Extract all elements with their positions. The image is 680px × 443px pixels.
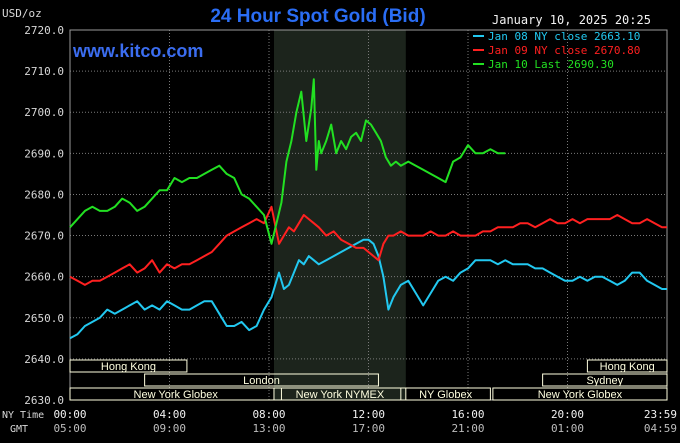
legend-entry: Jan 08 NY close 2663.10: [488, 30, 640, 43]
session-label: NY Globex: [419, 389, 472, 401]
session-label: Hong Kong: [101, 361, 156, 373]
session-bar: [144, 373, 379, 387]
x-tick-label-ny: 12:00: [352, 408, 385, 421]
session-bar: [69, 359, 188, 373]
x-tick-label-ny: 08:00: [252, 408, 285, 421]
x-tick-label-ny: 04:00: [153, 408, 186, 421]
x-tick-label-gmt: 01:00: [551, 422, 584, 435]
x-tick-label-gmt: 13:00: [252, 422, 285, 435]
legend-entry: Jan 10 Last 2690.30: [488, 58, 614, 71]
price-series: [69, 78, 667, 340]
session-label: Hong Kong: [600, 361, 655, 373]
x-tick-label-gmt: 21:00: [451, 422, 484, 435]
legend-entry: Jan 09 NY close 2670.80: [488, 44, 640, 57]
unit-label: USD/oz: [2, 7, 42, 20]
y-tick-label: 2690.0: [24, 147, 64, 160]
chart-title: 24 Hour Spot Gold (Bid): [210, 6, 425, 27]
session-bar: [400, 387, 491, 401]
x-tick-label-ny: 20:00: [551, 408, 584, 421]
series-line-1: [69, 238, 667, 340]
y-tick-label: 2710.0: [24, 65, 64, 78]
y-tick-label: 2700.0: [24, 106, 64, 119]
y-tick-label: 2630.0: [24, 394, 64, 407]
datetime-label: January 10, 2025 20:25: [492, 13, 651, 27]
nymex-session-shade: [273, 30, 406, 400]
session-label: London: [243, 375, 280, 387]
x-tick-label-gmt: 17:00: [352, 422, 385, 435]
y-tick-label: 2720.0: [24, 24, 64, 37]
session-bar: [542, 373, 668, 387]
x-tick-label-gmt: 05:00: [53, 422, 86, 435]
x-tick-label-ny: 16:00: [451, 408, 484, 421]
session-label: New York Globex: [134, 389, 219, 401]
x-tick-label-gmt: 04:59: [644, 422, 677, 435]
y-tick-label: 2680.0: [24, 188, 64, 201]
session-bar: [69, 387, 282, 401]
y-tick-label: 2650.0: [24, 312, 64, 325]
y-tick-label: 2640.0: [24, 353, 64, 366]
x-tick-label-gmt: 09:00: [153, 422, 186, 435]
session-bar: [586, 359, 668, 373]
x-tick-label-ny: 23:59: [644, 408, 677, 421]
y-axis-labels: 2630.0 2640.0 2650.0 2660.0 2670.0 2680.0 2690…: [24, 24, 64, 407]
gmt-row-label: GMT: [10, 424, 28, 435]
ny-time-row-label: NY Time: [2, 410, 44, 421]
y-tick-label: 2660.0: [24, 271, 64, 284]
session-label: New York NYMEX: [296, 389, 385, 401]
session-label: New York Globex: [538, 389, 623, 401]
session-bar: [273, 387, 407, 401]
series-line-2: [69, 205, 667, 286]
session-bar: [492, 387, 668, 401]
y-tick-label: 2670.0: [24, 230, 64, 243]
series-line-3: [69, 78, 506, 245]
x-tick-label-ny: 00:00: [53, 408, 86, 421]
market-session-bars: Hong Kong Hong Kong London Sydney New York G…: [69, 359, 668, 401]
kitco-watermark: www.kitco.com: [72, 41, 203, 61]
session-label: Sydney: [586, 375, 623, 387]
